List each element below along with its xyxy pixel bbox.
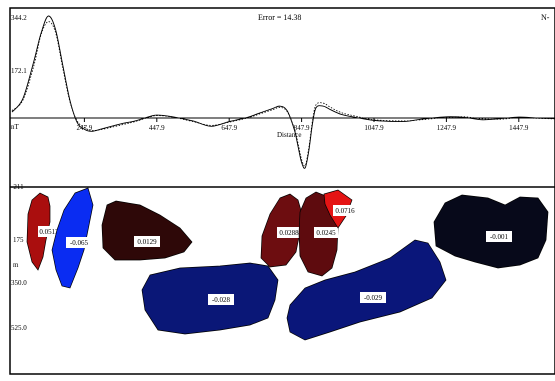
source-body[interactable]: 0.0716 [323, 189, 357, 229]
x-tick-label: 647.9 [221, 124, 237, 132]
depth-unit-label: m [13, 261, 19, 269]
x-tick-label: 447.9 [149, 124, 165, 132]
body-label-box [38, 226, 60, 237]
body-label: 0.0245 [316, 229, 336, 237]
y-tick-label: 172.1 [11, 67, 27, 75]
source-body[interactable]: 0.0129 [101, 200, 193, 261]
calculated-curve-line [11, 21, 555, 167]
x-tick-label: 1047.9 [364, 124, 384, 132]
source-body[interactable]: 0.0245 [298, 191, 339, 277]
body-label-box [134, 236, 160, 247]
chart-title: Error = 14.38 [258, 13, 301, 22]
corner-label: N- [541, 13, 550, 22]
source-body[interactable]: -0.028 [141, 262, 279, 335]
depth-tick-label: 175 [13, 236, 24, 244]
body-label-box [360, 292, 386, 303]
body-polygon [286, 239, 447, 341]
body-label: 0.0513 [39, 228, 59, 236]
body-label-box [314, 227, 338, 238]
body-polygon [101, 200, 193, 261]
body-label-box [277, 227, 301, 238]
y-tick-label: 344.2 [11, 14, 27, 22]
depth-tick-label: 525.0 [11, 324, 27, 332]
source-body[interactable]: -0.001 [433, 194, 549, 269]
body-label-box [333, 205, 357, 216]
body-label: -0.029 [364, 294, 383, 302]
body-label: 0.0716 [335, 207, 355, 215]
x-tick-label: 1447.9 [509, 124, 529, 132]
depth-tick-label: 350.0 [11, 279, 27, 287]
body-label: -0.065 [70, 239, 89, 247]
x-tick-label: 1247.9 [437, 124, 457, 132]
x-axis-label: Distance [277, 131, 302, 139]
body-label-box [486, 231, 512, 242]
profile-series-group [11, 15, 555, 169]
body-label-box [66, 237, 92, 248]
body-label: 0.0129 [137, 238, 157, 246]
y-axis-label: nT [11, 123, 20, 131]
body-label: -0.001 [490, 233, 509, 241]
source-body[interactable]: -0.029 [286, 239, 447, 341]
x-tick-label: 847.9 [294, 124, 310, 132]
source-body[interactable]: 0.0288 [260, 193, 303, 268]
body-label-box [208, 294, 234, 305]
body-label: -0.028 [212, 296, 231, 304]
source-body[interactable]: -0.065 [51, 187, 94, 289]
figure-frame [9, 7, 555, 375]
body-label: 0.0288 [279, 229, 299, 237]
source-body[interactable]: 0.0513 [26, 192, 60, 271]
